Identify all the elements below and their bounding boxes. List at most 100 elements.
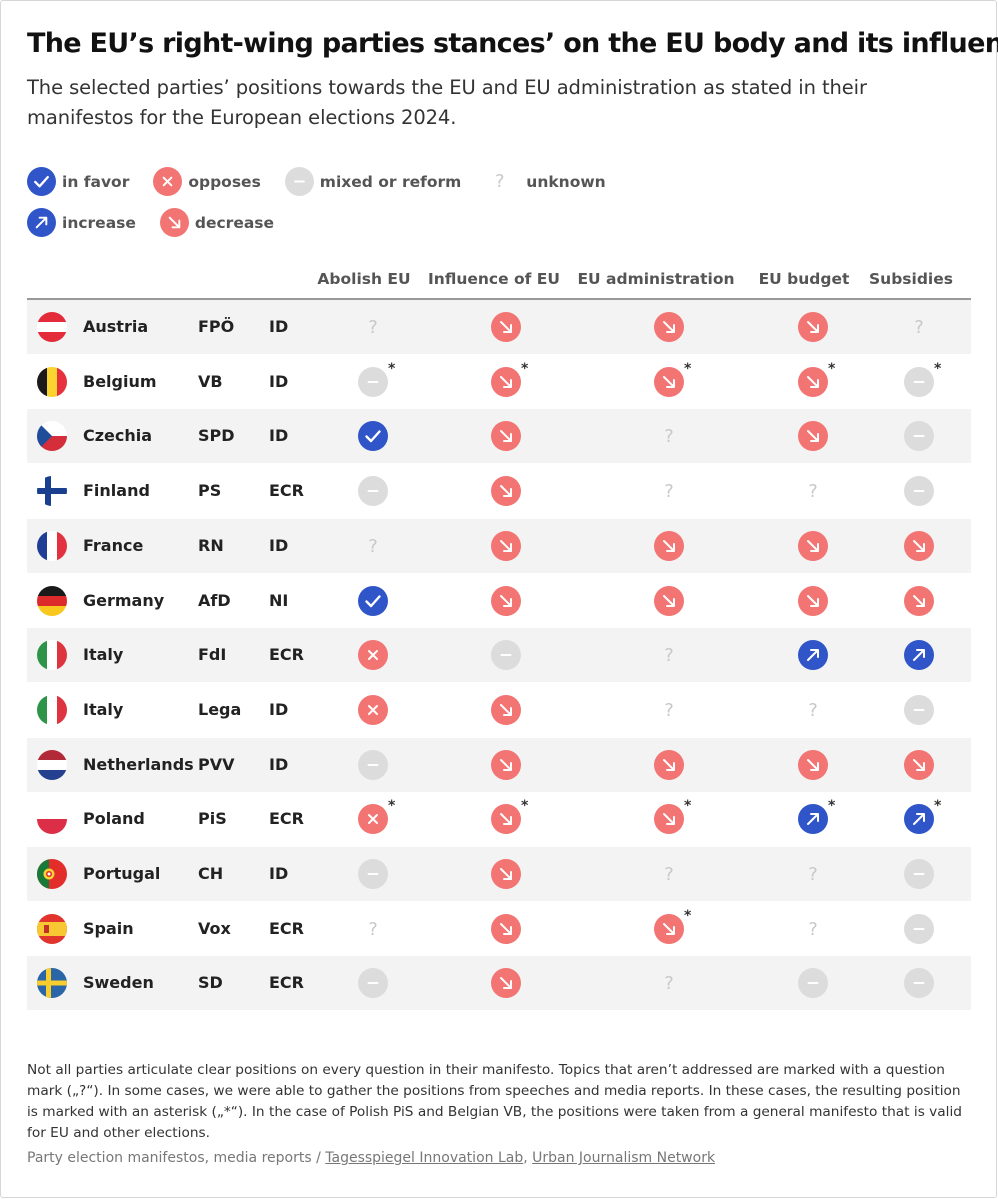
svg-text:?: ? bbox=[368, 317, 378, 338]
question-mark-icon: ? bbox=[654, 695, 684, 725]
flag-portugal-icon bbox=[37, 859, 67, 889]
country-name: Belgium bbox=[83, 371, 157, 391]
svg-text:?: ? bbox=[808, 700, 818, 721]
table-row: Sweden SD ECR? bbox=[27, 956, 971, 1011]
header-divider bbox=[27, 298, 971, 300]
minus-icon bbox=[798, 968, 828, 999]
arrow-down-right-icon bbox=[654, 585, 684, 616]
svg-text:?: ? bbox=[914, 317, 924, 338]
table-row: Austria FPÖ ID?? bbox=[27, 300, 971, 354]
source-link-tagesspiegel[interactable]: Tagesspiegel Innovation Lab bbox=[325, 1150, 524, 1166]
minus-icon: * bbox=[358, 361, 395, 397]
flag-italy-icon bbox=[37, 694, 67, 725]
asterisk-marker: * bbox=[684, 798, 692, 815]
arrow-down-right-icon bbox=[654, 530, 684, 561]
legend-row-stance: in favor opposes mixed or reform ? unkno… bbox=[27, 167, 630, 196]
party-name: PVV bbox=[198, 754, 235, 774]
legend-unknown: ? unknown bbox=[485, 167, 606, 196]
source-prefix: Party election manifestos, media reports… bbox=[27, 1150, 326, 1166]
svg-text:?: ? bbox=[808, 919, 818, 940]
party-name: Lega bbox=[198, 699, 242, 719]
arrow-down-right-icon bbox=[491, 312, 521, 342]
arrow-down-right-icon bbox=[798, 749, 828, 780]
chart-subtitle: The selected parties’ positions towards … bbox=[27, 76, 867, 129]
svg-text:?: ? bbox=[808, 481, 818, 502]
table-row: Germany AfD NI bbox=[27, 574, 971, 628]
eu-group: ID bbox=[269, 426, 289, 446]
question-mark-icon: ? bbox=[798, 859, 828, 889]
arrow-up-right-icon bbox=[904, 640, 934, 671]
svg-text:?: ? bbox=[368, 919, 378, 940]
asterisk-marker: * bbox=[684, 360, 692, 377]
question-mark-icon: ? bbox=[654, 859, 684, 889]
cross-icon bbox=[358, 694, 388, 725]
country-name: Italy bbox=[83, 699, 124, 719]
column-header-abolish-eu: Abolish EU bbox=[317, 270, 411, 288]
flag-austria-icon bbox=[37, 312, 67, 342]
question-mark-icon: ? bbox=[798, 914, 828, 944]
minus-icon bbox=[904, 968, 934, 999]
cross-icon bbox=[358, 640, 388, 671]
eu-group: ECR bbox=[269, 809, 304, 829]
eu-group: ECR bbox=[269, 973, 304, 993]
table-row: France RN ID? bbox=[27, 518, 971, 573]
country-name: Czechia bbox=[83, 426, 153, 446]
svg-text:?: ? bbox=[808, 864, 818, 885]
legend-label: unknown bbox=[526, 172, 606, 191]
flag-poland-icon bbox=[37, 804, 67, 835]
question-mark-icon: ? bbox=[654, 421, 684, 451]
table-row: Portugal CH ID?? bbox=[27, 847, 971, 901]
arrow-down-right-icon: * bbox=[654, 798, 691, 835]
cross-icon: * bbox=[358, 798, 395, 835]
flag-sweden-icon bbox=[37, 968, 67, 999]
arrow-down-right-icon bbox=[904, 530, 934, 561]
arrow-up-right-icon: * bbox=[904, 798, 941, 835]
methodology-note: Not all parties articulate clear positio… bbox=[27, 1062, 962, 1141]
flag-finland-icon bbox=[37, 476, 67, 507]
flag-netherlands-icon bbox=[37, 749, 67, 780]
minus-icon bbox=[284, 167, 314, 196]
arrow-down-right-icon bbox=[491, 749, 521, 780]
minus-icon bbox=[904, 859, 934, 889]
table-row: Italy FdI ECR? bbox=[27, 628, 971, 683]
legend-decrease: decrease bbox=[159, 208, 275, 237]
party-name: PS bbox=[198, 481, 222, 501]
source-link-urban-journalism[interactable]: Urban Journalism Network bbox=[532, 1150, 716, 1166]
country-name: Finland bbox=[83, 481, 150, 501]
party-name: PiS bbox=[198, 809, 227, 829]
legend-row-direction: increase decrease bbox=[27, 208, 298, 237]
svg-text:?: ? bbox=[664, 481, 674, 502]
minus-icon bbox=[904, 421, 934, 452]
question-mark-icon: ? bbox=[798, 476, 828, 506]
party-name: FPÖ bbox=[198, 317, 235, 336]
eu-group: ID bbox=[269, 699, 289, 719]
asterisk-marker: * bbox=[521, 360, 529, 377]
party-name: SPD bbox=[198, 426, 235, 446]
minus-icon bbox=[904, 476, 934, 507]
arrow-down-right-icon: * bbox=[654, 361, 691, 397]
party-name: Vox bbox=[198, 918, 231, 938]
arrow-down-right-icon bbox=[491, 694, 521, 725]
minus-icon bbox=[358, 968, 388, 999]
question-mark-icon: ? bbox=[654, 640, 684, 670]
column-header-subsidies: Subsidies bbox=[869, 270, 953, 288]
minus-icon bbox=[904, 913, 934, 944]
arrow-down-right-icon bbox=[491, 585, 521, 616]
country-name: Netherlands bbox=[83, 754, 194, 774]
source-separator: , bbox=[523, 1150, 533, 1166]
arrow-down-right-icon: * bbox=[491, 798, 528, 835]
eu-group: ECR bbox=[269, 918, 304, 938]
svg-text:?: ? bbox=[664, 645, 674, 666]
minus-icon bbox=[491, 640, 521, 671]
country-name: France bbox=[83, 535, 144, 555]
asterisk-marker: * bbox=[934, 798, 942, 815]
legend-label: decrease bbox=[194, 213, 275, 232]
check-icon bbox=[27, 167, 56, 196]
arrow-down-right-icon bbox=[798, 530, 828, 561]
flag-spain-icon bbox=[37, 913, 67, 944]
question-mark-icon: ? bbox=[904, 312, 934, 342]
minus-icon bbox=[904, 694, 934, 725]
legend-mixed: mixed or reform bbox=[284, 167, 461, 196]
arrow-up-right-icon: * bbox=[798, 798, 835, 835]
arrow-down-right-icon: * bbox=[654, 908, 691, 944]
